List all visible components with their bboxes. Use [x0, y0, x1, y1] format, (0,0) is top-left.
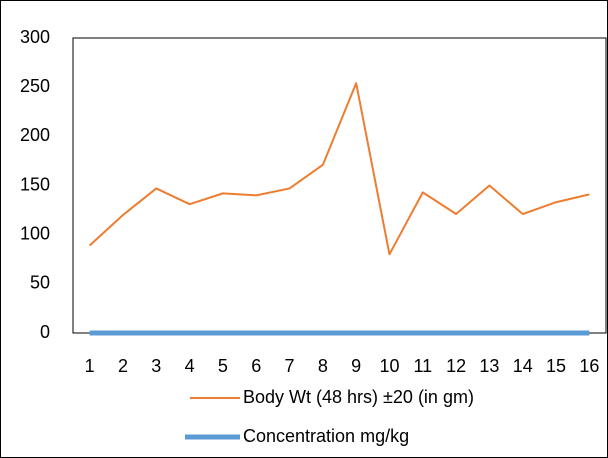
- x-tick-label: 5: [218, 356, 228, 376]
- x-tick-label: 10: [379, 356, 399, 376]
- x-tick-label: 1: [85, 356, 95, 376]
- y-tick-label: 250: [20, 76, 50, 96]
- x-tick-label: 15: [546, 356, 566, 376]
- y-tick-label: 0: [40, 322, 50, 342]
- series-line: [88, 82, 590, 256]
- y-tick-label: 150: [20, 174, 50, 194]
- x-tick-label: 14: [513, 356, 533, 376]
- x-tick-label: 2: [118, 356, 128, 376]
- y-tick-label: 100: [20, 223, 50, 243]
- x-tick-label: 3: [151, 356, 161, 376]
- y-tick-label: 200: [20, 125, 50, 145]
- x-tick-label: 7: [285, 356, 295, 376]
- x-tick-label: 4: [185, 356, 195, 376]
- y-tick-label: 50: [30, 273, 50, 293]
- x-tick-label: 11: [413, 356, 432, 376]
- x-tick-label: 13: [479, 356, 499, 376]
- x-tick-label: 6: [251, 356, 261, 376]
- legend-label: Body Wt (48 hrs) ±20 (in gm): [243, 387, 474, 407]
- y-tick-label: 300: [20, 27, 50, 47]
- x-tick-label: 8: [318, 356, 328, 376]
- x-tick-label: 12: [446, 356, 466, 376]
- x-tick-label: 16: [579, 356, 599, 376]
- legend-label: Concentration mg/kg: [243, 426, 409, 446]
- x-tick-label: 9: [351, 356, 361, 376]
